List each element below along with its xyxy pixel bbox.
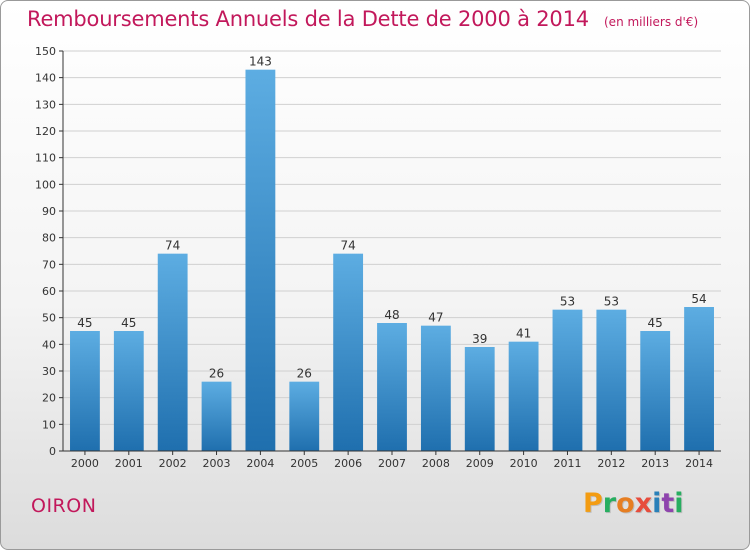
x-tick-label: 2005 — [290, 457, 318, 470]
x-tick-label: 2000 — [71, 457, 99, 470]
bar-2011 — [552, 309, 583, 451]
data-label: 41 — [516, 327, 531, 341]
data-label: 47 — [428, 311, 443, 325]
data-label: 39 — [472, 332, 487, 346]
y-tick-label: 20 — [42, 392, 56, 405]
bar-2007 — [377, 323, 407, 451]
data-label: 45 — [121, 316, 136, 330]
data-label: 45 — [77, 316, 92, 330]
bar-2001 — [113, 331, 144, 451]
x-tick-label: 2006 — [334, 457, 362, 470]
bars — [70, 69, 714, 452]
y-tick-label: 50 — [42, 312, 56, 325]
y-tick-label: 120 — [35, 125, 56, 138]
logo-letter: r — [602, 488, 617, 519]
proxiti-logo: Proxiti — [583, 488, 684, 519]
data-label: 74 — [340, 239, 355, 253]
bar-2003 — [201, 381, 232, 451]
y-tick-label: 110 — [35, 152, 56, 165]
y-tick-label: 30 — [42, 365, 56, 378]
bar-2004 — [245, 69, 276, 452]
bar-2005 — [289, 381, 320, 451]
bar-2014 — [684, 307, 714, 451]
data-label: 53 — [604, 295, 619, 309]
data-labels: 45 45 74 26 143 26 74 48 47 39 41 53 53 45 54 — [77, 55, 706, 381]
y-tick-label: 80 — [42, 232, 56, 245]
data-label: 143 — [249, 55, 272, 69]
bar-2013 — [640, 331, 671, 451]
x-tick-label: 2008 — [422, 457, 450, 470]
data-label: 74 — [165, 239, 180, 253]
axes — [62, 51, 721, 452]
y-tick-label: 90 — [42, 205, 56, 218]
commune-name: OIRON — [31, 495, 97, 517]
y-tick-label: 140 — [35, 72, 56, 85]
logo-letter: t — [661, 488, 675, 519]
chart-title: Remboursements Annuels de la Dette de 20… — [27, 7, 698, 31]
data-label: 54 — [691, 292, 706, 306]
x-axis-ticks: 2000 2001 2002 2003 2004 2005 2006 2007 2008 2009… — [71, 451, 713, 470]
bar-2009 — [464, 347, 495, 451]
bar-2008 — [420, 325, 451, 451]
logo-letter: i — [652, 488, 662, 519]
y-tick-label: 0 — [49, 445, 56, 458]
bar-2010 — [508, 341, 539, 451]
y-tick-label: 40 — [42, 338, 56, 351]
bar-2006 — [333, 253, 364, 451]
y-tick-label: 100 — [35, 178, 56, 191]
logo-letter: P — [583, 488, 603, 519]
y-tick-label: 70 — [42, 258, 56, 271]
x-tick-label: 2014 — [685, 457, 713, 470]
logo-letter: o — [616, 488, 635, 519]
y-tick-label: 60 — [42, 285, 56, 298]
x-tick-label: 2009 — [466, 457, 494, 470]
bar-2002 — [157, 253, 188, 451]
logo-letter: i — [674, 488, 684, 519]
chart-title-text: Remboursements Annuels de la Dette de 20… — [27, 7, 589, 31]
x-tick-label: 2013 — [641, 457, 669, 470]
data-label: 26 — [209, 367, 224, 381]
y-axis-ticks: 0 10 20 30 40 50 60 70 80 90 100 110 120 130 140 150 — [35, 45, 63, 458]
chart-subtitle: (en milliers d'€) — [604, 15, 699, 29]
x-tick-label: 2001 — [115, 457, 143, 470]
logo-letter: x — [634, 488, 653, 519]
data-label: 26 — [297, 367, 312, 381]
data-label: 53 — [560, 295, 575, 309]
bar-2000 — [70, 331, 100, 451]
data-label: 48 — [384, 308, 399, 322]
x-tick-label: 2002 — [159, 457, 187, 470]
y-tick-label: 10 — [42, 418, 56, 431]
data-label: 45 — [648, 316, 663, 330]
x-tick-label: 2007 — [378, 457, 406, 470]
y-tick-label: 130 — [35, 98, 56, 111]
x-tick-label: 2003 — [203, 457, 231, 470]
x-tick-label: 2004 — [246, 457, 274, 470]
x-tick-label: 2011 — [553, 457, 581, 470]
x-tick-label: 2010 — [510, 457, 538, 470]
bar-2012 — [596, 309, 627, 451]
x-tick-label: 2012 — [597, 457, 625, 470]
y-tick-label: 150 — [35, 45, 56, 58]
